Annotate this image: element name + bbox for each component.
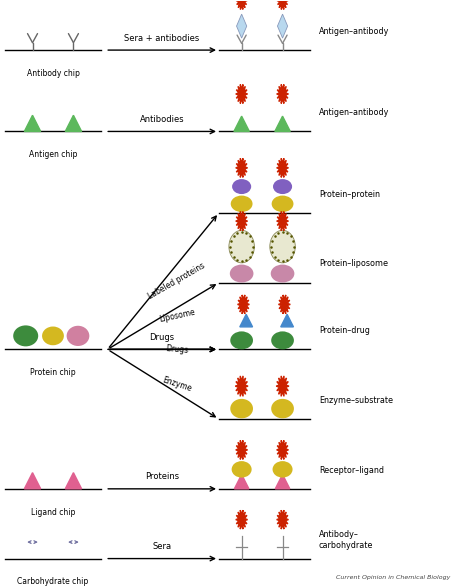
Polygon shape [277, 14, 287, 38]
Ellipse shape [13, 325, 38, 346]
Text: Ligand chip: Ligand chip [31, 507, 75, 517]
Ellipse shape [273, 179, 292, 194]
Polygon shape [277, 0, 288, 9]
Polygon shape [275, 475, 289, 489]
Ellipse shape [271, 399, 293, 418]
Ellipse shape [230, 332, 253, 349]
Text: Antibodies: Antibodies [140, 115, 184, 124]
Polygon shape [24, 473, 40, 489]
Text: Proteins: Proteins [145, 472, 179, 482]
Ellipse shape [231, 461, 251, 477]
Circle shape [269, 230, 295, 263]
Text: Antibody chip: Antibody chip [26, 69, 79, 78]
Ellipse shape [42, 326, 64, 345]
Polygon shape [235, 440, 247, 459]
Polygon shape [235, 510, 247, 529]
Ellipse shape [272, 461, 292, 477]
Polygon shape [235, 85, 247, 103]
Polygon shape [237, 295, 249, 314]
Polygon shape [235, 376, 248, 396]
Polygon shape [65, 473, 81, 489]
Polygon shape [24, 115, 40, 132]
Ellipse shape [271, 332, 293, 349]
Ellipse shape [230, 399, 253, 418]
Polygon shape [276, 510, 288, 529]
Polygon shape [276, 440, 288, 459]
Text: Protein chip: Protein chip [30, 368, 76, 377]
Polygon shape [276, 376, 288, 396]
Text: Antigen–antibody: Antigen–antibody [318, 27, 389, 36]
Circle shape [228, 230, 254, 263]
Text: Drugs: Drugs [149, 333, 174, 342]
Polygon shape [235, 212, 247, 230]
Text: Protein–protein: Protein–protein [318, 189, 379, 199]
Polygon shape [233, 116, 249, 132]
Text: Enzyme–substrate: Enzyme–substrate [318, 396, 392, 405]
Polygon shape [276, 212, 288, 230]
Polygon shape [236, 0, 247, 9]
Text: Sera + antibodies: Sera + antibodies [124, 34, 199, 42]
Text: Carbohydrate chip: Carbohydrate chip [17, 577, 88, 586]
Polygon shape [276, 85, 288, 103]
Polygon shape [236, 14, 246, 38]
Text: Antigen chip: Antigen chip [29, 150, 77, 159]
Text: Protein–liposome: Protein–liposome [318, 259, 387, 268]
Text: Sera: Sera [152, 542, 171, 551]
Polygon shape [278, 295, 290, 314]
Polygon shape [276, 158, 288, 178]
Text: Antigen–antibody: Antigen–antibody [318, 108, 389, 117]
Polygon shape [235, 158, 247, 178]
Ellipse shape [230, 196, 252, 212]
Text: Antibody–
carbohydrate: Antibody– carbohydrate [318, 530, 373, 550]
Ellipse shape [229, 265, 253, 283]
Polygon shape [280, 315, 293, 327]
Ellipse shape [271, 196, 293, 212]
Ellipse shape [270, 265, 294, 283]
Text: Receptor–ligand: Receptor–ligand [318, 466, 383, 475]
Polygon shape [239, 315, 252, 327]
Polygon shape [234, 475, 248, 489]
Text: Labeled proteins: Labeled proteins [147, 261, 207, 301]
Polygon shape [65, 115, 81, 132]
Text: Protein–drug: Protein–drug [318, 326, 369, 335]
Text: Enzyme: Enzyme [161, 375, 192, 393]
Polygon shape [274, 116, 290, 132]
Text: Drugs: Drugs [165, 344, 188, 355]
Ellipse shape [66, 326, 89, 346]
Text: Liposome: Liposome [158, 308, 195, 324]
Text: Current Opinion in Chemical Biology: Current Opinion in Chemical Biology [336, 575, 450, 580]
Ellipse shape [232, 179, 251, 194]
